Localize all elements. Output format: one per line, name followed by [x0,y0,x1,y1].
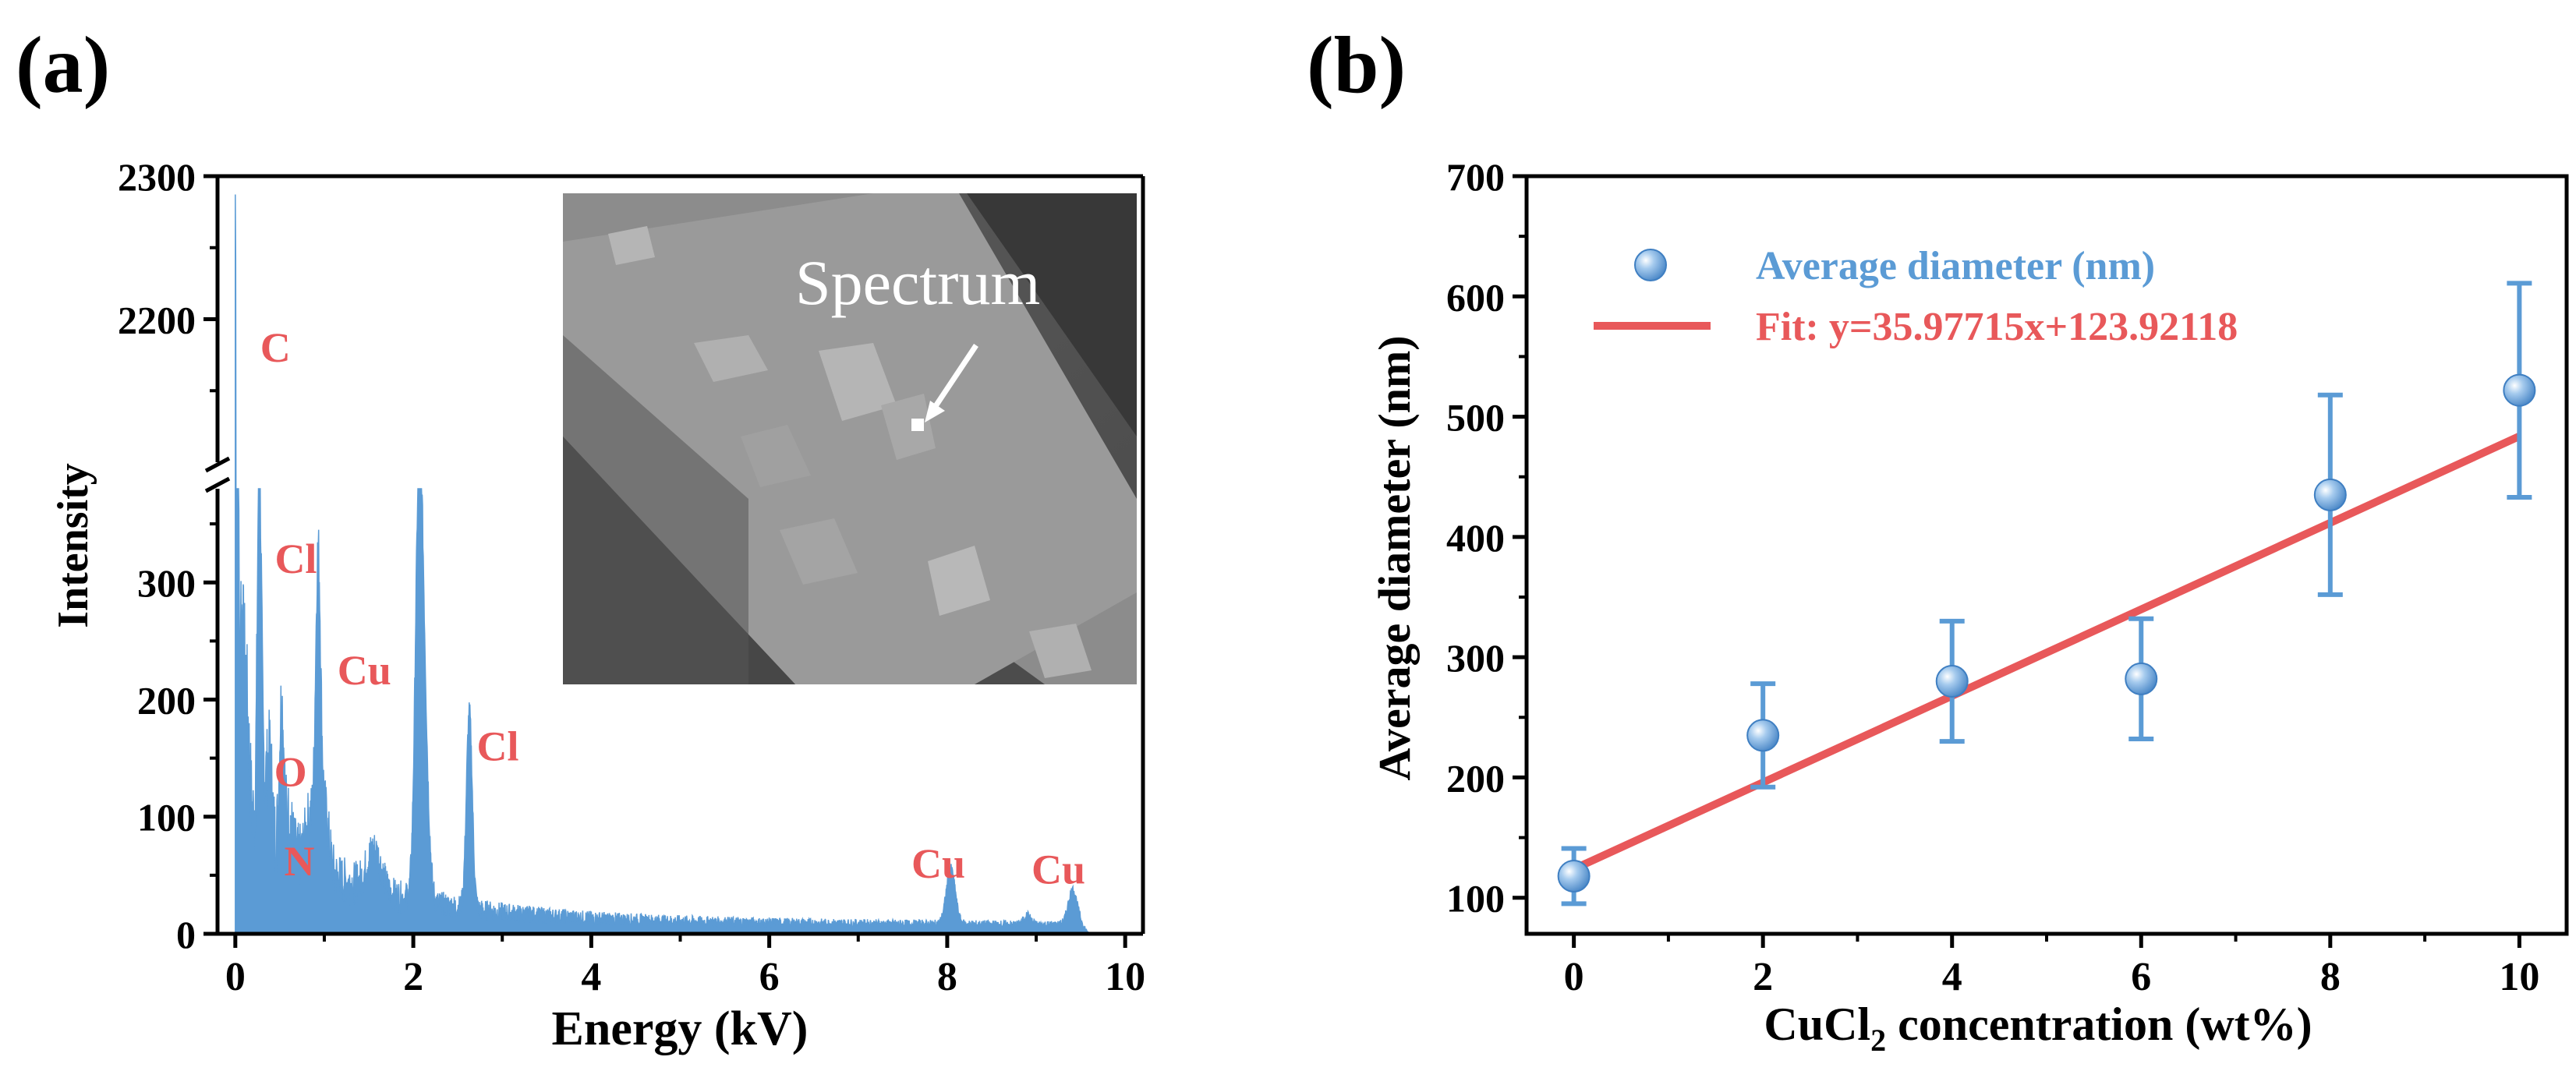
y-tick-label: 200 [1446,756,1505,800]
data-point [2503,373,2536,407]
data-point [2313,478,2347,511]
diameter-fit-chart: 0 2 4 6 8 10 100 200 300 400 500 600 700 Average dia… [1369,155,2569,1058]
y-tick-label: 100 [137,796,196,839]
y-tick-label: 2300 [118,155,196,199]
y-tick-label: 2200 [118,299,196,342]
y-tick-label: 400 [1446,516,1505,560]
inset-arrow [925,401,945,422]
panel-b-label: (b) [1307,20,1406,110]
y-tick-label: 700 [1446,155,1505,199]
peak-label: Cl [477,723,519,770]
peak-label: O [274,749,307,796]
legend-label-fit: Fit: y=35.97715x+123.92118 [1756,305,2238,349]
x-tick-label: 0 [225,955,246,999]
x-tick-label: 2 [1753,955,1773,999]
peak-label: Cu [1031,846,1085,892]
y-tick-label: 100 [1446,877,1505,921]
peak-label: N [285,838,315,885]
panel-a-label: (a) [16,20,110,110]
peak-label: Cu [911,840,965,887]
legend: Average diameter (nm) Fit: y=35.97715x+1… [1594,244,2238,349]
x-tick-label: 6 [2131,955,2151,999]
sem-inset-image [563,193,1137,684]
y-tick-label: 600 [1446,275,1505,319]
y-tick-label: 300 [137,561,196,605]
x-axis-label: CuCl2 concentration (wt%) [1764,999,2312,1058]
data-point [1935,665,1969,698]
y-axis-label: Intensity [49,463,97,628]
y-tick-label: 0 [176,913,196,956]
spectrum-point-marker [911,419,924,431]
peak-label: Cu [338,647,391,694]
x-tick-label: 6 [759,955,780,999]
x-axis-label: Energy (kV) [552,1002,809,1055]
data-point [1557,859,1591,892]
x-tick-label: 8 [937,955,957,999]
inset-spectrum-label: Spectrum [795,247,1040,318]
peak-label: Cl [274,536,317,582]
fit-line [1572,433,2521,873]
spectrum-area [235,194,1091,935]
x-tick-label: 10 [1105,955,1145,999]
y-axis-label: Average diameter (nm) [1369,335,1420,780]
x-tick-label: 4 [581,955,601,999]
legend-label-scatter: Average diameter (nm) [1756,244,2155,288]
axis-break-marker [204,456,231,493]
y-tick-label: 200 [137,678,196,722]
data-point [2125,662,2158,695]
legend-marker-scatter [1634,249,1667,281]
y-tick-label: 300 [1446,636,1505,680]
data-point [1746,719,1780,752]
x-tick-label: 2 [403,955,423,999]
x-tick-label: 8 [2320,955,2341,999]
x-tick-label: 10 [2499,955,2539,999]
peak-label: C [260,324,291,371]
y-tick-label: 500 [1446,396,1505,440]
x-tick-label: 4 [1942,955,1962,999]
x-tick-label: 0 [1564,955,1584,999]
